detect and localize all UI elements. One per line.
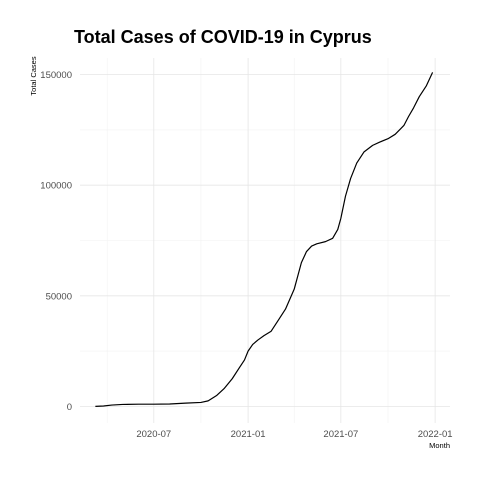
y-tick-label: 150000 — [40, 70, 72, 81]
series-line-total-cases — [95, 72, 434, 408]
x-tick-label: 2021-01 — [231, 429, 266, 440]
y-tick-label: 100000 — [40, 181, 72, 192]
x-axis-label: Month — [429, 441, 450, 450]
y-axis-ticks: 0 50000 100000 150000 — [40, 70, 72, 413]
x-axis-ticks: 2020-07 2021-01 2021-07 2022-01 — [136, 429, 452, 440]
grid — [80, 58, 450, 423]
y-tick-label: 0 — [67, 402, 72, 413]
x-tick-label: 2020-07 — [136, 429, 171, 440]
y-tick-label: 50000 — [46, 291, 72, 302]
chart-title: Total Cases of COVID-19 in Cyprus — [74, 27, 372, 47]
y-axis-label: Total Cases — [29, 56, 38, 95]
x-tick-label: 2022-01 — [418, 429, 453, 440]
x-tick-label: 2021-07 — [323, 429, 358, 440]
